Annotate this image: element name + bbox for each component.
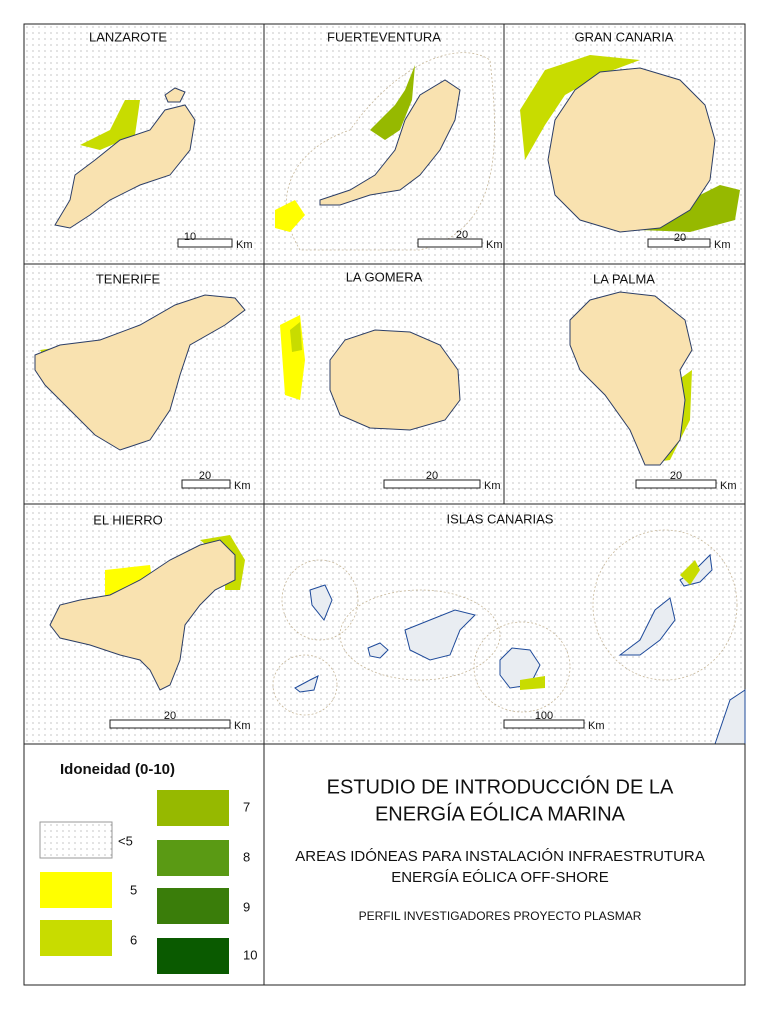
scale-value: 20	[456, 229, 468, 241]
legend-swatch	[157, 888, 229, 924]
scale-value: 20	[164, 710, 176, 722]
legend-label: 10	[243, 947, 257, 962]
scale-bar	[109, 719, 231, 729]
island-la-gomera-small	[367, 642, 389, 659]
panel-title: ISLAS CANARIAS	[447, 511, 554, 526]
panel-title: LANZAROTE	[89, 29, 167, 44]
scale-unit: Km	[484, 480, 501, 492]
scale-value: 20	[670, 470, 682, 482]
scale-unit: Km	[588, 720, 605, 732]
scale-value: 20	[674, 232, 686, 244]
legend-swatch	[40, 872, 112, 908]
subtitle-line: ENERGÍA EÓLICA OFF-SHORE	[391, 869, 609, 886]
legend-swatch	[157, 938, 229, 974]
panel-title: EL HIERRO	[93, 512, 163, 527]
island-la-palma-small	[309, 584, 333, 621]
scale-bar	[417, 238, 483, 248]
title-panel	[263, 743, 746, 986]
scale-unit: Km	[720, 480, 737, 492]
island-la-gomera	[329, 329, 461, 431]
panel-title: TENERIFE	[96, 271, 161, 286]
scale-unit: Km	[234, 480, 251, 492]
suitability-area	[520, 55, 640, 160]
buffer	[272, 654, 338, 716]
scale-bar	[181, 479, 231, 489]
island-islet	[164, 87, 186, 103]
legend-swatch	[40, 920, 112, 956]
island-gran-canaria	[547, 67, 716, 233]
legend: LANZAROTE 10 Km FUERTEVENTURA 20 Km GRAN CANAR…	[23, 29, 746, 986]
panel-title: LA GOMERA	[346, 269, 423, 284]
island-tenerife	[34, 294, 246, 451]
island-la-palma	[569, 291, 693, 466]
suitability-area	[80, 100, 140, 150]
legend-swatch	[157, 840, 229, 876]
island-gran-canaria-small	[499, 647, 541, 689]
subtitle-line: AREAS IDÓNEAS PARA INSTALACIÓN INFRAESTR…	[295, 848, 705, 865]
buffer	[473, 621, 571, 713]
legend-label: 8	[243, 849, 250, 864]
title-block: ESTUDIO DE INTRODUCCIÓN DE LA ENERGÍA EÓ…	[295, 775, 705, 923]
scale-bar	[635, 479, 717, 489]
title-line: ESTUDIO DE INTRODUCCIÓN DE LA	[327, 775, 674, 798]
island-tenerife-small	[404, 609, 476, 661]
legend-label: 7	[243, 799, 250, 814]
legend-label: 6	[130, 932, 137, 947]
scale-unit: Km	[234, 720, 251, 732]
scale-value: 20	[199, 470, 211, 482]
scale-bar	[503, 719, 585, 729]
panel-title: GRAN CANARIA	[575, 29, 674, 44]
panel-title: FUERTEVENTURA	[327, 29, 441, 44]
buffer	[592, 529, 738, 681]
scale-unit: Km	[486, 239, 503, 251]
scale-bar	[177, 238, 233, 248]
suitability-area	[370, 65, 415, 140]
legend-label: 5	[130, 882, 137, 897]
title-line: ENERGÍA EÓLICA MARINA	[375, 802, 626, 825]
island-fuerteventura	[319, 79, 461, 206]
buffer	[339, 589, 501, 681]
suitability-area	[520, 676, 545, 690]
scale-unit: Km	[714, 239, 731, 251]
suitability-area	[290, 322, 302, 352]
island-el-hierro-small	[294, 675, 319, 693]
suitability-area	[275, 200, 305, 232]
legend-title: Idoneidad (0-10)	[60, 761, 175, 778]
legend-label: 9	[243, 899, 250, 914]
legend-swatch	[157, 790, 229, 826]
map-panel	[263, 23, 505, 265]
credit: PERFIL INVESTIGADORES PROYECTO PLASMAR	[359, 909, 642, 923]
island-fuerteventura-small	[618, 597, 676, 656]
map-panel	[263, 503, 746, 745]
islands	[34, 52, 746, 745]
panel-title: LA PALMA	[593, 271, 655, 286]
scale-value: 20	[426, 470, 438, 482]
scale-unit: Km	[236, 239, 253, 251]
buffer	[281, 559, 359, 641]
scale-bar	[383, 479, 481, 489]
island-el-hierro	[49, 539, 236, 691]
legend-swatch	[39, 821, 113, 859]
scale-value: 10	[184, 231, 196, 243]
scale-bar	[647, 238, 711, 248]
legend-label: <5	[118, 833, 133, 848]
scale-value: 100	[535, 710, 553, 722]
suitability-area	[680, 560, 700, 585]
island-lanzarote	[54, 104, 196, 229]
